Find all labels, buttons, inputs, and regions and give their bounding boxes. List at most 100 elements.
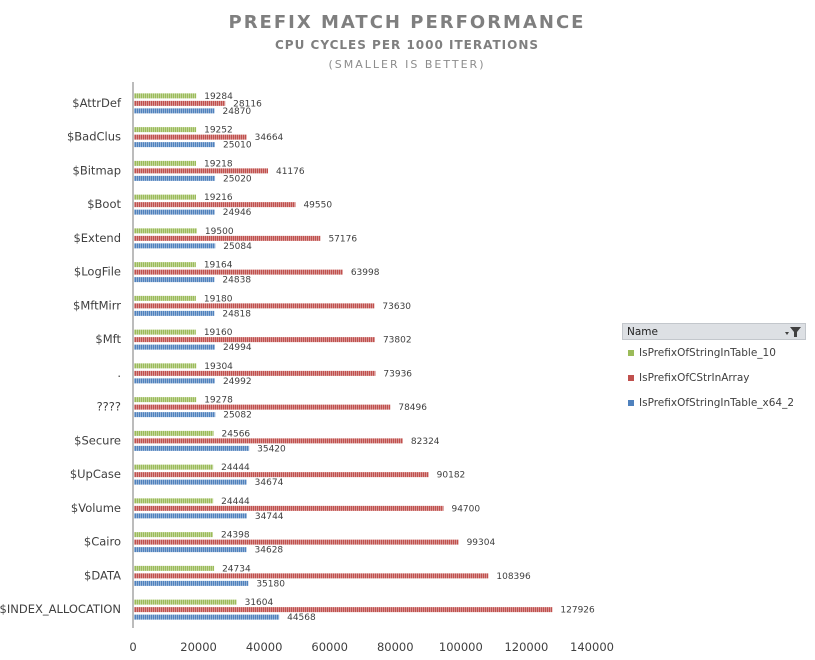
data-label: 25010 — [223, 141, 252, 151]
category-label: $Cairo — [84, 535, 121, 549]
x-tick-label: 100000 — [439, 640, 483, 654]
bar — [134, 479, 247, 485]
bar — [134, 412, 216, 418]
category-label: $Bitmap — [73, 163, 121, 177]
category-label: $Extend — [73, 231, 121, 245]
legend-item[interactable]: IsPrefixOfCStrInArray — [622, 365, 806, 390]
bar — [134, 337, 375, 343]
data-label: 73802 — [383, 336, 412, 346]
bar — [134, 539, 459, 545]
data-label: 19164 — [204, 261, 233, 271]
legend: Name IsPrefixOfStringInTable_10 IsPrefixO… — [622, 323, 806, 418]
bar — [134, 573, 489, 579]
data-label: 25020 — [223, 174, 252, 184]
bar — [134, 243, 216, 249]
bar — [134, 363, 197, 369]
bar — [134, 614, 280, 620]
data-label: 24398 — [221, 531, 250, 541]
bar — [134, 168, 268, 174]
data-label: 127926 — [560, 606, 595, 616]
bar — [134, 370, 376, 376]
data-label: 19160 — [204, 328, 233, 338]
filter-dropdown-icon[interactable] — [784, 326, 802, 338]
legend-swatch — [628, 349, 634, 356]
bar — [134, 329, 196, 335]
bar — [134, 397, 197, 403]
data-label: 19180 — [204, 294, 233, 304]
data-label: 49550 — [303, 201, 332, 211]
data-label: 34628 — [255, 546, 284, 556]
bar — [134, 228, 197, 234]
chart-title: PREFIX MATCH PERFORMANCE — [229, 12, 586, 33]
legend-label: IsPrefixOfStringInTable_x64_2 — [639, 396, 795, 409]
data-label: 78496 — [398, 403, 427, 413]
data-label: 44568 — [287, 613, 316, 623]
data-label: 28116 — [233, 99, 262, 109]
chart-note: (SMALLER IS BETTER) — [329, 58, 486, 71]
data-label: 35420 — [257, 444, 286, 454]
category-label: $INDEX_ALLOCATION — [0, 602, 121, 616]
x-tick-label: 60000 — [311, 640, 348, 654]
legend-header[interactable]: Name — [622, 323, 806, 340]
data-label: 24992 — [223, 377, 252, 387]
data-label: 24946 — [223, 208, 252, 218]
legend-item[interactable]: IsPrefixOfStringInTable_10 — [622, 340, 806, 365]
data-label: 24870 — [223, 107, 252, 117]
category-label: $BadClus — [67, 130, 121, 144]
data-label: 19284 — [204, 92, 233, 102]
bar — [134, 472, 429, 478]
bar — [134, 464, 214, 470]
legend-swatch — [628, 399, 634, 406]
category-label: $Boot — [87, 197, 121, 211]
x-tick-label: 20000 — [180, 640, 217, 654]
bar — [134, 607, 553, 613]
legend-item[interactable]: IsPrefixOfStringInTable_x64_2 — [622, 390, 806, 415]
data-label: 41176 — [276, 167, 305, 177]
data-label: 34744 — [255, 512, 284, 522]
x-tick-label: 80000 — [377, 640, 414, 654]
category-label: $Mft — [95, 332, 121, 346]
data-label: 94700 — [451, 504, 480, 514]
bar — [134, 532, 213, 538]
category-label: $AttrDef — [72, 96, 122, 110]
category-label: $UpCase — [70, 467, 121, 481]
category-label: ???? — [97, 400, 121, 414]
data-label: 24444 — [221, 463, 250, 473]
bar — [134, 378, 215, 384]
bar — [134, 513, 247, 519]
data-label: 24444 — [221, 497, 250, 507]
data-label: 19216 — [204, 193, 233, 203]
data-label: 24994 — [223, 343, 252, 353]
bar — [134, 209, 215, 215]
bar — [134, 262, 196, 268]
x-tick-label: 40000 — [246, 640, 283, 654]
bar — [134, 445, 250, 451]
x-tick-label: 0 — [129, 640, 136, 654]
chart-subtitle: CPU CYCLES PER 1000 ITERATIONS — [275, 38, 539, 52]
category-label: $DATA — [84, 568, 121, 582]
category-label: $Volume — [71, 501, 121, 515]
bar — [134, 108, 215, 114]
x-tick-label: 140000 — [570, 640, 614, 654]
data-label: 19304 — [204, 362, 233, 372]
data-label: 19278 — [204, 396, 233, 406]
bar — [134, 438, 403, 444]
data-label: 24818 — [222, 309, 251, 319]
bar — [134, 202, 296, 208]
bar — [134, 498, 214, 504]
data-label: 82324 — [411, 437, 440, 447]
bar — [134, 565, 215, 571]
legend-swatch — [628, 374, 634, 381]
data-label: 25082 — [223, 411, 252, 421]
bar — [134, 310, 215, 316]
bar — [134, 93, 197, 99]
bar — [134, 142, 215, 148]
data-label: 24838 — [222, 276, 251, 286]
legend-header-label: Name — [627, 326, 658, 338]
data-label: 25084 — [223, 242, 252, 252]
bar — [134, 269, 343, 275]
bar — [134, 277, 215, 283]
data-label: 19500 — [205, 227, 234, 237]
data-label: 31604 — [245, 598, 274, 608]
